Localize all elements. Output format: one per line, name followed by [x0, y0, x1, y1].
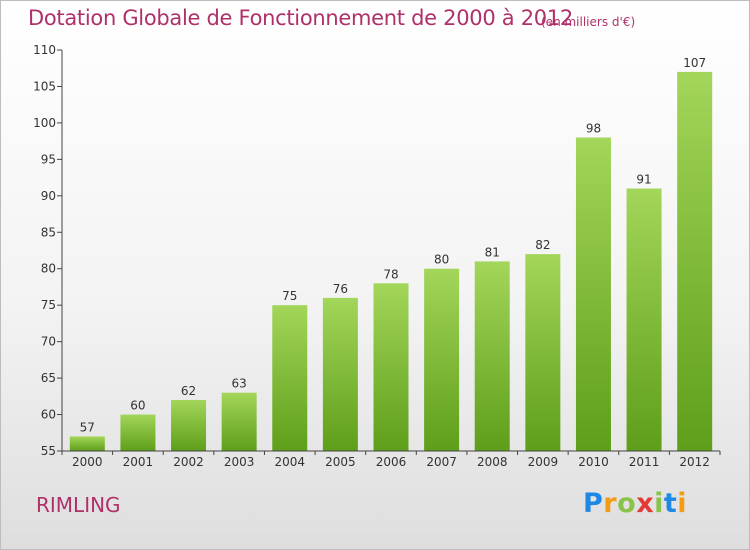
x-tick-label: 2010: [578, 455, 609, 469]
x-tick-label: 2005: [325, 455, 356, 469]
logo-letter: i: [654, 488, 664, 519]
bar-value-label: 80: [434, 253, 449, 267]
bar-value-label: 60: [130, 399, 145, 413]
bar-value-label: 82: [535, 238, 550, 252]
proxiti-logo[interactable]: Proxiti: [583, 488, 687, 519]
bars: 57 60 62 63 75 76 78 80 81 82 98 91 107: [69, 56, 713, 451]
bar-value-label: 76: [333, 282, 348, 296]
bar: [120, 414, 156, 451]
y-tick-label: 90: [41, 189, 56, 203]
chart-unit: (en milliers d'€): [541, 15, 636, 29]
bar: [626, 188, 662, 451]
bar: [373, 283, 409, 451]
x-tick-label: 2001: [123, 455, 154, 469]
bar-value-label: 75: [282, 289, 297, 303]
x-tick-label: 2007: [426, 455, 457, 469]
bar: [272, 305, 308, 451]
bar-value-label: 91: [636, 173, 651, 187]
y-tick-label: 100: [33, 116, 56, 130]
x-tick-label: 2008: [477, 455, 508, 469]
y-tick-label: 85: [41, 225, 56, 239]
x-tick-label: 2011: [629, 455, 660, 469]
bar: [575, 137, 611, 451]
y-tick-label: 60: [41, 408, 56, 422]
y-tick-label: 105: [33, 79, 56, 93]
bar: [525, 254, 561, 451]
bar: [322, 297, 358, 451]
y-tick-label: 80: [41, 262, 56, 276]
y-tick-label: 55: [41, 444, 56, 458]
bar-value-label: 107: [683, 56, 706, 70]
bar-value-label: 98: [586, 121, 601, 135]
x-axis: 2000 2001 2002 2003 2004 2005 2006 2007 2008 2009…: [61, 450, 721, 469]
x-tick-label: 2002: [173, 455, 204, 469]
logo-letter: o: [617, 488, 637, 519]
bar: [677, 71, 713, 451]
bar: [474, 261, 510, 451]
y-tick-label: 70: [41, 335, 56, 349]
bar: [221, 392, 257, 451]
commune-name: RIMLING: [36, 493, 121, 517]
y-axis: 55 60 65 70 75 80 85 90 95 100 105 110: [33, 43, 63, 458]
bar: [171, 399, 207, 451]
y-tick-label: 95: [41, 152, 56, 166]
x-tick-label: 2006: [376, 455, 407, 469]
bar-value-label: 78: [383, 267, 398, 281]
x-tick-label: 2003: [224, 455, 255, 469]
x-tick-label: 2000: [72, 455, 103, 469]
logo-letter: t: [663, 488, 678, 519]
x-tick-label: 2012: [679, 455, 710, 469]
bar: [69, 436, 105, 451]
y-tick-label: 65: [41, 371, 56, 385]
bar-value-label: 62: [181, 384, 196, 398]
bar-value-label: 63: [232, 377, 247, 391]
bar-value-label: 81: [485, 245, 500, 259]
x-tick-label: 2004: [274, 455, 305, 469]
bar: [424, 268, 460, 451]
chart-title: Dotation Globale de Fonctionnement de 20…: [28, 6, 573, 30]
logo-letter: i: [677, 488, 688, 519]
x-tick-label: 2009: [528, 455, 559, 469]
bar-value-label: 57: [80, 420, 95, 434]
y-tick-label: 110: [33, 43, 56, 57]
y-tick-label: 75: [41, 298, 56, 312]
logo-letter: r: [603, 488, 618, 519]
logo-letter: x: [636, 488, 655, 519]
logo-letter: P: [583, 488, 604, 519]
